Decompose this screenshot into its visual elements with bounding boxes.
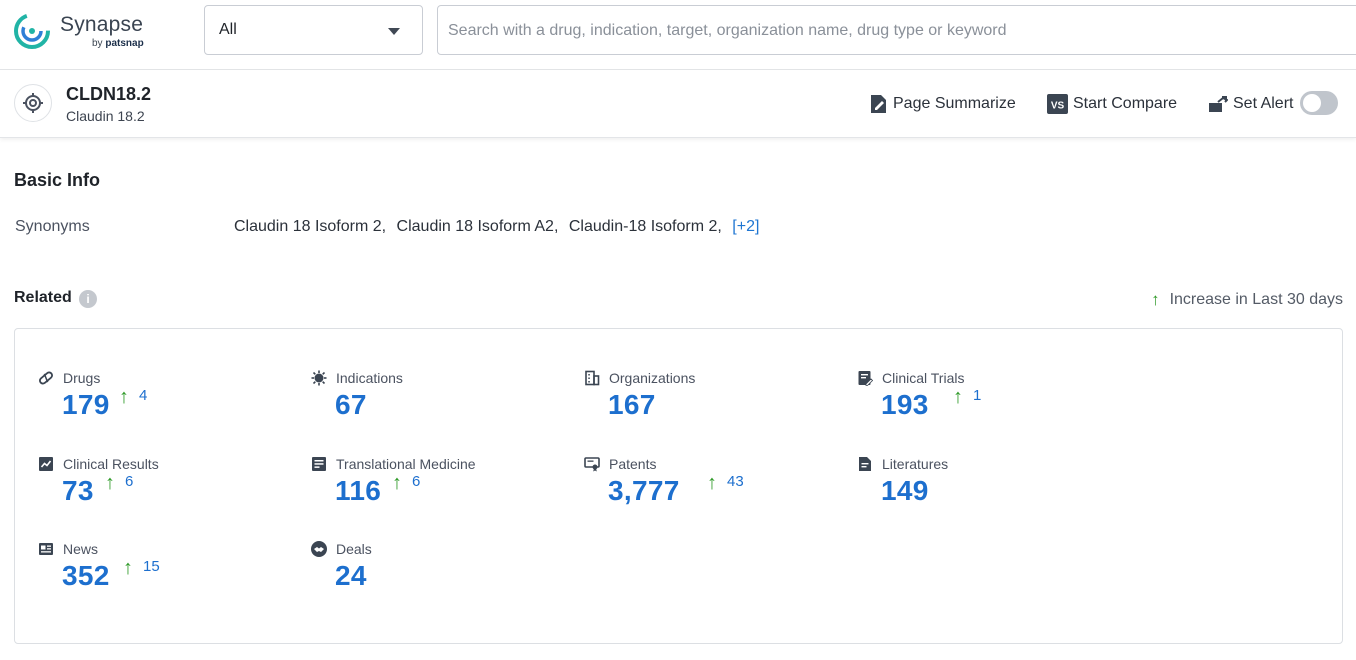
stat-increase: ↑ 15 — [123, 558, 160, 578]
summarize-icon — [869, 94, 888, 114]
scope-select-value: All — [219, 21, 237, 39]
stat-organizations[interactable]: Organizations 167 — [583, 369, 843, 439]
stat-clinical-results[interactable]: Clinical Results 73 ↑ 6 — [37, 455, 297, 525]
stat-indications[interactable]: Indications 67 — [310, 369, 570, 439]
search-box[interactable] — [437, 5, 1356, 55]
arrow-up-icon: ↑ — [123, 558, 133, 578]
arrow-up-icon: ↑ — [1151, 290, 1160, 310]
stat-increase-value: 6 — [125, 473, 133, 491]
stat-increase: ↑ 6 — [105, 473, 133, 493]
set-alert-label: Set Alert — [1233, 95, 1293, 113]
stat-count: 179 — [62, 389, 110, 421]
stat-patents[interactable]: Patents 3,777 ↑ 43 — [583, 455, 843, 525]
entity-subtitle: Claudin 18.2 — [66, 108, 145, 124]
chart-report-icon — [37, 455, 55, 473]
synapse-logo[interactable]: Synapse by patsnap — [13, 11, 163, 51]
certificate-icon — [583, 455, 601, 473]
stat-increase-value: 15 — [143, 558, 160, 576]
alert-icon — [1208, 95, 1228, 113]
stat-label: Patents — [609, 456, 656, 472]
stat-count: 116 — [335, 475, 381, 507]
stat-label: News — [63, 541, 98, 557]
stat-increase: ↑ 1 — [953, 387, 981, 407]
stat-increase-value: 4 — [139, 387, 147, 405]
arrow-up-icon: ↑ — [119, 387, 129, 407]
synonyms-more-link[interactable]: [+2] — [732, 218, 759, 235]
top-header: Synapse by patsnap All — [0, 0, 1356, 70]
synonyms-list: Claudin 18 Isoform 2, Claudin 18 Isoform… — [234, 218, 765, 236]
stat-news[interactable]: News 352 ↑ 15 — [37, 540, 297, 610]
stat-count: 73 — [62, 475, 94, 507]
handshake-icon — [310, 540, 328, 558]
stat-increase: ↑ 4 — [119, 387, 147, 407]
stat-label: Organizations — [609, 370, 695, 386]
building-icon — [583, 369, 601, 387]
scope-select[interactable]: All — [204, 5, 423, 55]
logo-brand: patsnap — [105, 38, 143, 49]
synonym-item: Claudin 18 Isoform 2, — [234, 218, 386, 235]
alert-toggle-knob — [1303, 94, 1321, 112]
increase-legend-label: Increase in Last 30 days — [1170, 291, 1343, 309]
arrow-up-icon: ↑ — [105, 473, 115, 493]
svg-text:VS: VS — [1051, 101, 1065, 112]
logo-byline: by patsnap — [92, 38, 144, 49]
arrow-up-icon: ↑ — [392, 473, 402, 493]
stat-increase: ↑ 6 — [392, 473, 420, 493]
stat-label: Drugs — [63, 370, 100, 386]
stat-count: 352 — [62, 560, 110, 592]
stat-label: Indications — [336, 370, 403, 386]
stat-count: 24 — [335, 560, 367, 592]
start-compare-button[interactable]: VS Start Compare — [1047, 92, 1177, 116]
synonym-item: Claudin 18 Isoform A2, — [397, 218, 559, 235]
stat-increase-value: 6 — [412, 473, 420, 491]
logo-by-text: by — [92, 38, 103, 49]
page-summarize-label: Page Summarize — [893, 95, 1016, 113]
stat-count: 67 — [335, 389, 367, 421]
stat-label: Literatures — [882, 456, 948, 472]
document-list-icon — [310, 455, 328, 473]
logo-name: Synapse — [60, 13, 143, 37]
stat-label: Clinical Trials — [882, 370, 964, 386]
target-icon — [14, 84, 52, 122]
stat-increase-value: 1 — [973, 387, 981, 405]
stat-count: 3,777 — [608, 475, 680, 507]
entity-title: CLDN18.2 — [66, 84, 151, 105]
stat-increase-value: 43 — [727, 473, 744, 491]
basic-info-title: Basic Info — [14, 170, 100, 191]
arrow-up-icon: ↑ — [707, 473, 717, 493]
stat-increase: ↑ 43 — [707, 473, 744, 493]
stat-label: Deals — [336, 541, 372, 557]
stat-clinical-trials[interactable]: Clinical Trials 193 ↑ 1 — [856, 369, 1116, 439]
alert-toggle[interactable] — [1300, 91, 1338, 115]
synonyms-label: Synonyms — [15, 218, 90, 236]
stat-drugs[interactable]: Drugs 179 ↑ 4 — [37, 369, 297, 439]
stat-label: Translational Medicine — [336, 456, 476, 472]
search-input[interactable] — [448, 18, 1328, 44]
info-icon[interactable]: i — [79, 290, 97, 308]
arrow-up-icon: ↑ — [953, 387, 963, 407]
stat-literatures[interactable]: Literatures 149 — [856, 455, 1116, 525]
set-alert-button[interactable]: Set Alert — [1208, 92, 1293, 116]
synonym-item: Claudin-18 Isoform 2, — [569, 218, 722, 235]
related-stats-card: Drugs 179 ↑ 4 Indications 67 Organizatio… — [14, 328, 1343, 644]
pill-icon — [37, 369, 55, 387]
stat-count: 193 — [881, 389, 929, 421]
synapse-logo-icon — [13, 12, 53, 50]
stat-count: 167 — [608, 389, 656, 421]
stat-translational-medicine[interactable]: Translational Medicine 116 ↑ 6 — [310, 455, 570, 525]
file-text-icon — [856, 455, 874, 473]
vs-compare-icon: VS — [1047, 94, 1068, 114]
stat-count: 149 — [881, 475, 929, 507]
entity-bar: CLDN18.2 Claudin 18.2 Page Summarize VS … — [0, 70, 1356, 138]
virus-icon — [310, 369, 328, 387]
start-compare-label: Start Compare — [1073, 95, 1177, 113]
stat-label: Clinical Results — [63, 456, 159, 472]
clipboard-edit-icon — [856, 369, 874, 387]
related-title: Related — [14, 289, 72, 307]
newspaper-icon — [37, 540, 55, 558]
stat-deals[interactable]: Deals 24 — [310, 540, 570, 610]
caret-down-icon — [388, 28, 400, 35]
page-summarize-button[interactable]: Page Summarize — [869, 92, 1016, 116]
increase-legend: ↑ Increase in Last 30 days — [1151, 290, 1343, 310]
